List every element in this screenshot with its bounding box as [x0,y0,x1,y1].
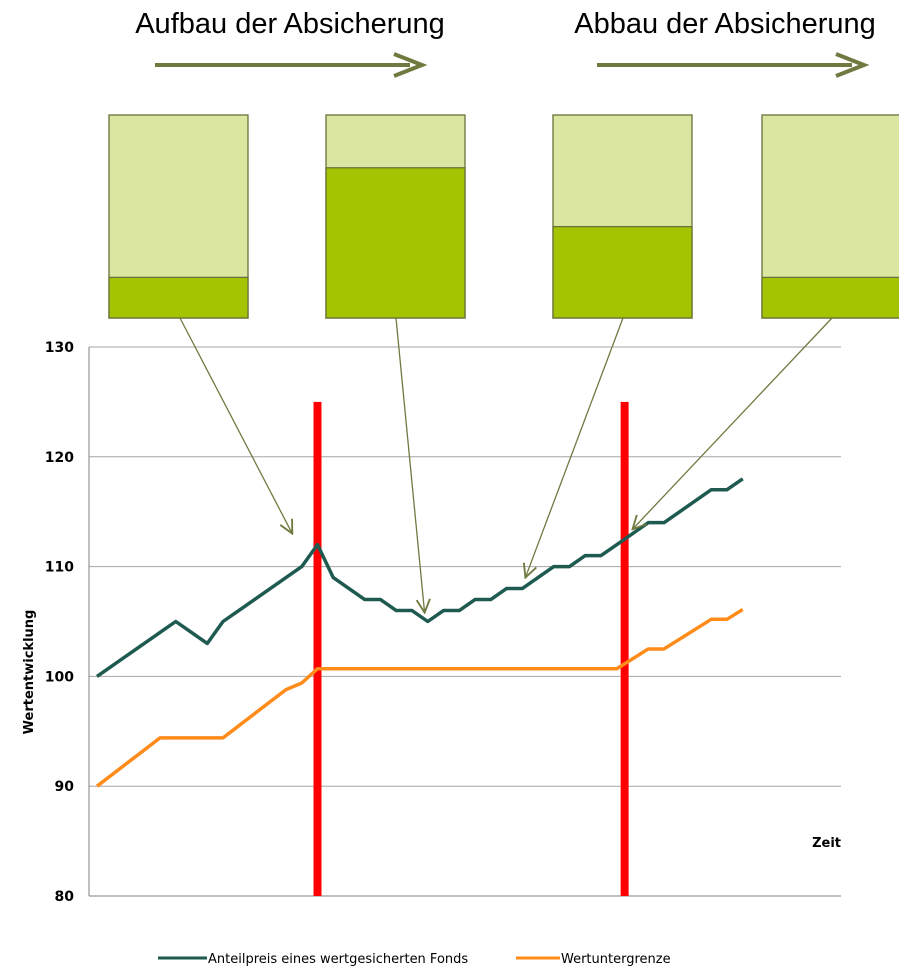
series-line-fund-price [95,477,744,678]
allocation-box [552,114,693,319]
reduction-arrowhead [835,52,870,78]
phase-markers [313,401,629,896]
annotation-arrow [525,317,624,578]
allocation-box-secured-share [552,225,693,319]
y-tick-label: 130 [45,340,74,356]
annotation-arrow [179,317,292,534]
phase-marker [313,401,322,896]
y-tick-label: 110 [45,560,74,576]
allocation-box-secured-share [325,167,466,319]
build-up-arrowhead [393,52,428,78]
legend: Anteilpreis eines wertgesicherten Fonds W… [158,952,671,967]
left-header-title: Aufbau der Absicherung [135,8,445,40]
x-axis-label: Zeit [812,836,841,851]
legend-label: Wertuntergrenze [561,952,671,967]
annotation-arrow [395,317,425,613]
allocation-boxes [108,114,899,319]
y-tick-labels: 80 90 100 110 120 130 [45,340,74,905]
y-tick-label: 120 [45,450,74,466]
phase-marker [620,401,629,896]
right-header-title: Abbau der Absicherung [574,8,876,40]
series-lines [95,477,744,788]
legend-entry: Anteilpreis eines wertgesicherten Fonds [158,952,468,967]
allocation-box [108,114,249,319]
legend-label: Anteilpreis eines wertgesicherten Fonds [208,952,468,967]
y-tick-label: 90 [55,779,75,795]
gridlines [88,346,841,897]
annotation-arrow [633,317,833,529]
allocation-box-secured-share [761,276,899,319]
allocation-box [761,114,899,319]
y-tick-label: 80 [55,889,75,905]
y-tick-label: 100 [45,669,74,685]
header-arrows [155,52,870,78]
allocation-box-secured-share [108,276,249,319]
legend-entry: Wertuntergrenze [516,952,671,967]
annotation-arrows [179,317,833,613]
series-line-floor [95,607,744,788]
y-axis-label: Wertentwicklung [22,610,37,735]
allocation-box [325,114,466,319]
